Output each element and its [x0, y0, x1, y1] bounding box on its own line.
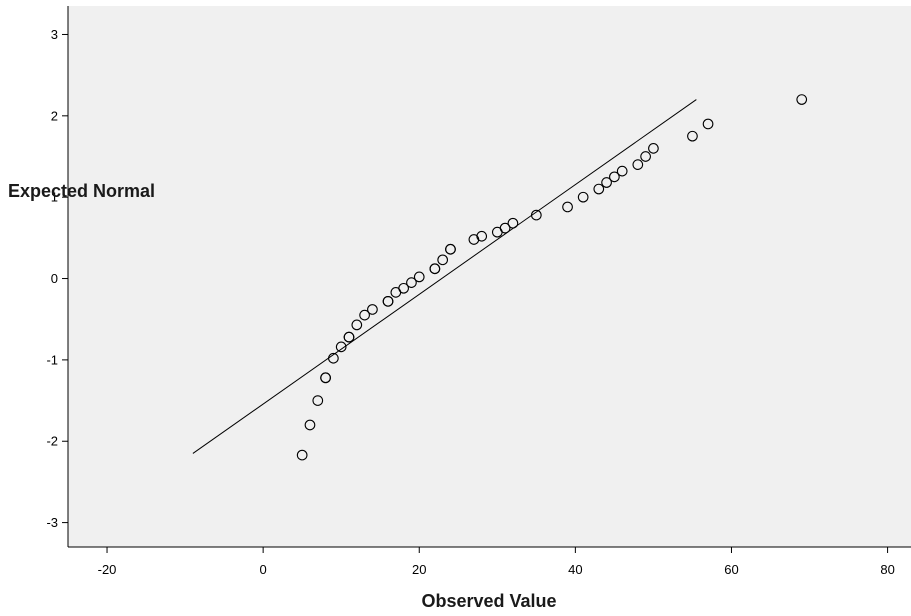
data-point	[687, 130, 698, 142]
reference-line	[192, 99, 697, 454]
x-tick-label: 0	[260, 562, 267, 577]
data-point	[335, 341, 347, 353]
data-point	[499, 222, 511, 234]
data-point	[601, 177, 612, 188]
data-point	[562, 201, 573, 213]
y-tick-label: -3	[46, 515, 58, 530]
axes	[67, 6, 911, 548]
data-point	[429, 263, 441, 275]
x-tick-label: -20	[98, 562, 117, 577]
data-point	[382, 295, 394, 307]
data-point	[406, 277, 417, 288]
y-tick-label: 1	[51, 190, 58, 205]
x-axis-title: Observed Value	[421, 591, 556, 611]
x-tick-label: 80	[880, 562, 894, 577]
data-point	[296, 449, 308, 461]
data-point	[320, 372, 331, 384]
data-point	[351, 319, 363, 331]
x-tick-label: 20	[412, 562, 426, 577]
data-point	[413, 271, 425, 283]
data-point	[312, 395, 324, 406]
data-point	[702, 118, 714, 130]
data-point	[593, 183, 605, 195]
data-point	[632, 159, 644, 170]
data-point	[648, 143, 659, 154]
data-points	[296, 94, 808, 461]
data-point	[507, 217, 519, 229]
data-point	[616, 165, 628, 177]
data-point	[343, 331, 355, 343]
data-point	[640, 151, 651, 162]
y-tick-label: 0	[51, 271, 58, 286]
y-tick-label: -1	[46, 352, 58, 367]
y-tick-label: 3	[51, 27, 58, 42]
x-tick-label: 40	[568, 562, 582, 577]
data-point	[359, 309, 370, 321]
data-point	[367, 304, 378, 315]
data-point	[476, 230, 488, 242]
x-tick-label: 60	[724, 562, 738, 577]
y-axis-title: Expected Normal	[8, 181, 155, 201]
data-point	[796, 94, 808, 105]
y-tick-label: -2	[46, 434, 58, 449]
plot-area-background	[68, 6, 911, 547]
data-point	[530, 209, 542, 221]
data-point	[577, 191, 589, 203]
data-point	[328, 352, 339, 364]
axis-ticks: -20 0 20 40 60 80 -3 -2 -1 0 1 2 3	[46, 27, 894, 577]
data-point	[609, 171, 620, 183]
data-point	[304, 419, 316, 431]
data-point	[398, 282, 409, 294]
y-tick-label: 2	[51, 108, 58, 123]
data-point	[437, 254, 449, 266]
data-point	[445, 243, 456, 255]
